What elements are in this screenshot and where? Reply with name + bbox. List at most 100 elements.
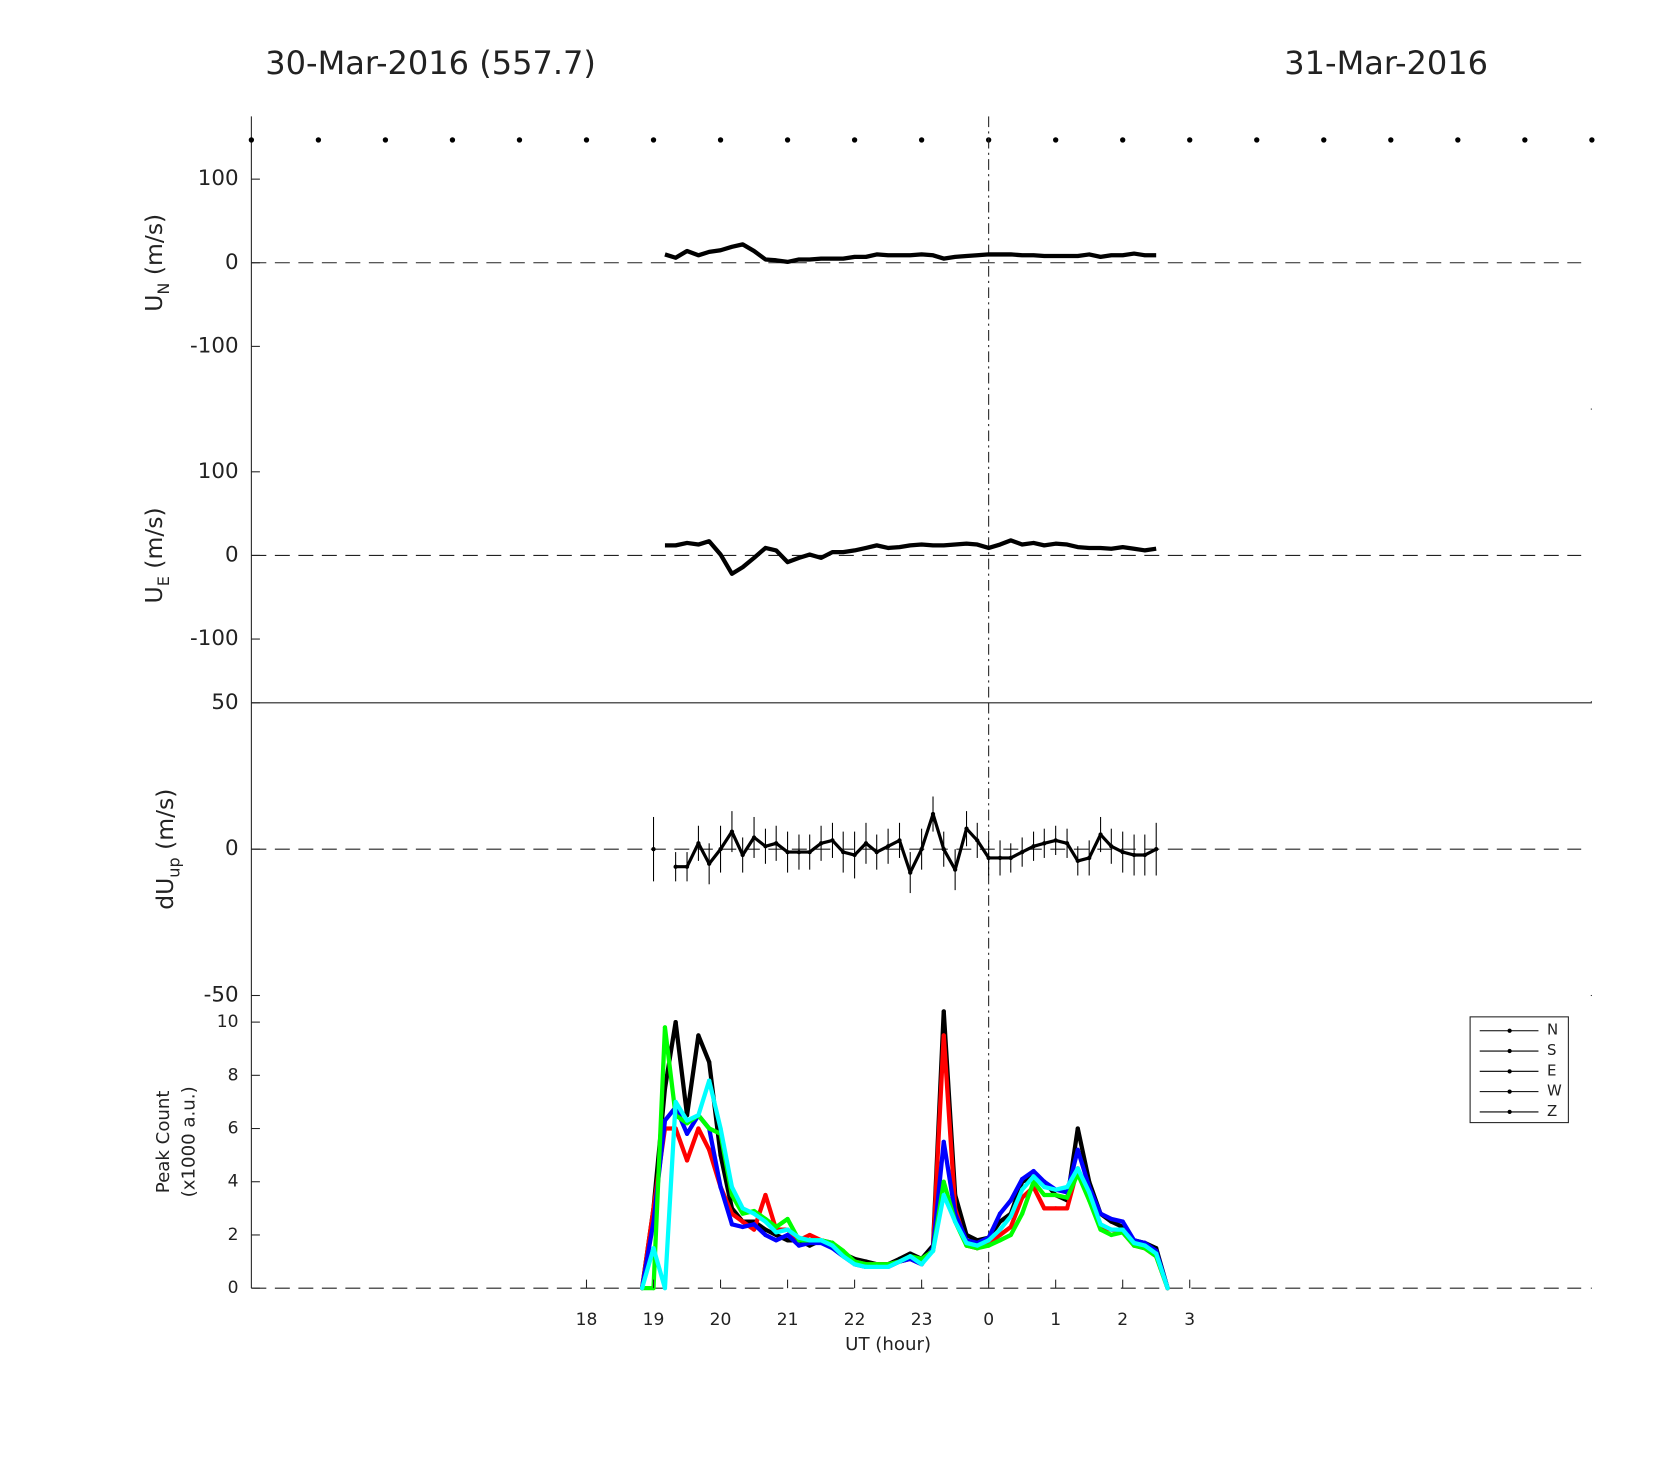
data-point	[997, 1232, 1003, 1238]
data-point	[740, 1206, 745, 1211]
legend-dot	[1507, 1089, 1512, 1094]
data-line	[640, 1078, 1170, 1291]
data-point	[1042, 1192, 1047, 1198]
data-point	[1053, 1192, 1058, 1198]
data-point	[1042, 1179, 1047, 1184]
hour-dot	[1053, 137, 1059, 143]
data-point	[1008, 1214, 1013, 1219]
data-point	[807, 1232, 812, 1238]
data-point	[1008, 1232, 1013, 1238]
data-point	[740, 1219, 745, 1224]
data-point	[774, 1230, 779, 1235]
legend-box	[1469, 1016, 1569, 1124]
data-point	[763, 1192, 768, 1198]
data-point	[718, 1184, 723, 1190]
y-label-sub: N	[153, 283, 172, 295]
data-point	[662, 1118, 668, 1123]
data-point	[696, 1126, 701, 1131]
data-point	[651, 1246, 656, 1251]
hour-dot	[717, 137, 724, 143]
data-point	[1064, 1206, 1070, 1211]
y-label-sub: up	[164, 857, 183, 877]
data-point	[696, 1113, 701, 1118]
y-axis-label: Peak Count	[153, 1090, 174, 1193]
y-tick-label: 8	[228, 1065, 239, 1085]
data-point	[1020, 1211, 1025, 1216]
chart-title-right: 31-Mar-2016	[1284, 44, 1488, 82]
data-point	[986, 1238, 991, 1243]
hour-dot	[784, 137, 791, 143]
y-label-sub: E	[153, 576, 172, 586]
data-point	[941, 1179, 946, 1184]
data-point	[718, 1152, 723, 1158]
data-point	[1098, 1227, 1103, 1232]
hour-dot	[449, 137, 456, 143]
data-point	[1131, 1240, 1137, 1246]
hour-dot	[248, 137, 255, 143]
data-point	[707, 1059, 712, 1065]
data-point	[673, 1099, 678, 1105]
data-line	[639, 1009, 1170, 1289]
data-point	[975, 1243, 980, 1248]
data-point	[852, 1262, 857, 1267]
hour-dot	[851, 137, 858, 143]
data-point	[863, 1264, 869, 1270]
hour-dot	[1589, 137, 1595, 143]
data-line	[664, 242, 1157, 265]
hour-dot	[1187, 137, 1193, 143]
data-point	[796, 1243, 802, 1248]
y-tick-label: 0	[228, 1278, 239, 1298]
data-point	[1008, 1198, 1013, 1203]
data-point	[707, 1147, 712, 1152]
y-axis-label: UN (m/s)	[140, 214, 173, 312]
data-point	[1098, 1211, 1103, 1216]
y-tick-label: 0	[225, 836, 239, 861]
data-point	[1154, 1251, 1159, 1256]
x-tick-label: 22	[844, 1310, 866, 1330]
data-point	[1042, 1206, 1047, 1211]
x-tick-label: 2	[1117, 1310, 1128, 1330]
hour-dot	[1321, 137, 1327, 143]
data-point	[707, 1126, 712, 1131]
data-line	[675, 812, 1157, 875]
x-tick-label: 1	[1050, 1310, 1061, 1330]
data-point	[952, 1219, 958, 1224]
data-point	[986, 1243, 991, 1248]
data-point	[874, 1264, 879, 1270]
data-point	[997, 1238, 1003, 1243]
data-point	[964, 1240, 969, 1246]
y-label-unit: (m/s)	[150, 789, 178, 858]
y-tick-label: 50	[211, 690, 238, 715]
data-point	[941, 1192, 946, 1198]
y-axis-label: (x1000 a.u.)	[178, 1086, 199, 1197]
data-point	[997, 1211, 1003, 1216]
data-point	[751, 1211, 757, 1216]
data-point	[785, 1216, 790, 1222]
hour-dot	[1455, 137, 1461, 143]
y-tick-label: 2	[228, 1225, 239, 1245]
hour-dot	[650, 137, 657, 143]
data-point	[651, 847, 656, 852]
y-tick-label: -100	[190, 333, 238, 358]
data-point	[763, 1219, 768, 1224]
hour-dot	[1388, 137, 1394, 143]
x-tick-label: 0	[983, 1310, 994, 1330]
data-point	[1142, 1243, 1147, 1248]
data-point	[1053, 1187, 1058, 1192]
data-point	[751, 1227, 757, 1232]
data-point	[740, 1211, 745, 1216]
data-point	[1042, 1184, 1047, 1190]
data-point	[941, 1033, 946, 1038]
data-point	[763, 1227, 768, 1232]
data-point	[662, 1286, 668, 1291]
data-point	[1120, 1219, 1125, 1224]
y-label-base: dU	[150, 878, 178, 910]
data-point	[729, 1184, 735, 1190]
data-point	[763, 1232, 768, 1238]
data-point	[1075, 1126, 1080, 1131]
legend-label: E	[1547, 1061, 1556, 1079]
data-point	[1165, 1286, 1170, 1291]
y-axis-label: dUup (m/s)	[150, 789, 183, 910]
hour-dot	[315, 137, 322, 143]
data-point	[1087, 1190, 1092, 1195]
